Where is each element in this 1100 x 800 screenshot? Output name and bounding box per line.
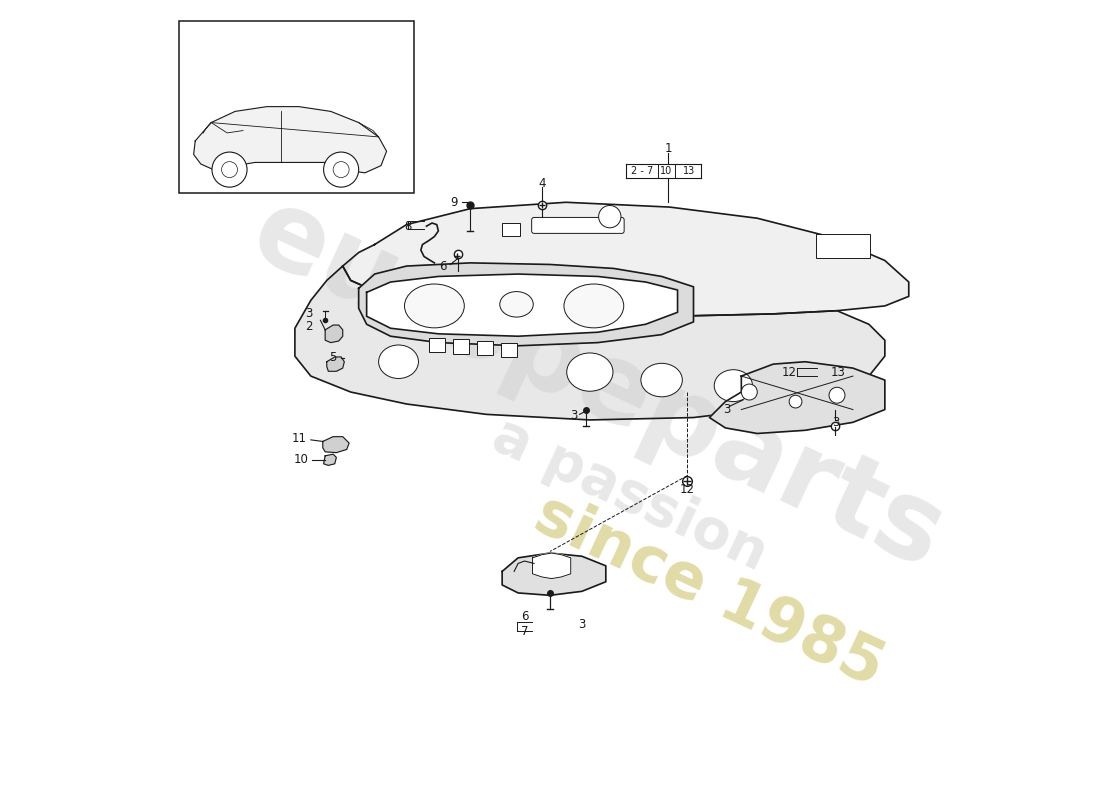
Circle shape: [741, 384, 757, 400]
Ellipse shape: [378, 345, 418, 378]
Text: a passion: a passion: [484, 409, 776, 583]
Text: since 1985: since 1985: [526, 484, 893, 698]
Text: 5: 5: [330, 351, 337, 364]
Polygon shape: [295, 266, 884, 420]
Polygon shape: [194, 106, 386, 173]
Text: 4: 4: [538, 177, 546, 190]
Text: 2: 2: [306, 320, 313, 333]
Ellipse shape: [641, 363, 682, 397]
Bar: [816, 234, 870, 258]
Text: 3: 3: [306, 307, 312, 321]
Circle shape: [221, 162, 238, 178]
Bar: [503, 223, 519, 236]
Circle shape: [333, 162, 349, 178]
Polygon shape: [532, 553, 571, 578]
Text: 9: 9: [451, 196, 458, 209]
Text: 1: 1: [664, 142, 672, 155]
Bar: [453, 339, 469, 354]
Text: 10: 10: [660, 166, 672, 176]
Bar: [500, 342, 517, 357]
Text: 13: 13: [832, 366, 846, 378]
Ellipse shape: [405, 284, 464, 328]
Circle shape: [212, 152, 248, 187]
Circle shape: [598, 206, 622, 228]
Bar: [476, 341, 493, 355]
Circle shape: [829, 387, 845, 403]
Ellipse shape: [714, 370, 752, 402]
Circle shape: [323, 152, 359, 187]
Text: europeparts: europeparts: [235, 178, 960, 590]
Text: 8: 8: [405, 220, 411, 233]
Polygon shape: [322, 437, 349, 453]
Text: 3: 3: [724, 403, 730, 416]
Polygon shape: [503, 553, 606, 595]
Polygon shape: [326, 325, 343, 342]
Text: 10: 10: [294, 454, 309, 466]
Text: 6: 6: [439, 259, 447, 273]
Circle shape: [789, 395, 802, 408]
FancyBboxPatch shape: [179, 22, 415, 193]
Ellipse shape: [566, 353, 613, 391]
Polygon shape: [327, 357, 344, 371]
Ellipse shape: [564, 284, 624, 328]
Text: 11: 11: [292, 432, 307, 445]
Text: 3: 3: [832, 416, 839, 429]
Text: 12: 12: [680, 482, 694, 496]
Text: 12: 12: [782, 366, 796, 378]
Polygon shape: [710, 362, 884, 434]
Polygon shape: [366, 274, 678, 336]
Text: 3: 3: [579, 618, 585, 631]
Polygon shape: [323, 454, 337, 466]
Text: 13: 13: [683, 166, 695, 176]
Polygon shape: [359, 263, 693, 346]
FancyBboxPatch shape: [531, 218, 624, 234]
Text: 2 - 7: 2 - 7: [630, 166, 652, 176]
Text: 6: 6: [520, 610, 528, 623]
Polygon shape: [343, 202, 909, 316]
Bar: [429, 338, 444, 352]
Text: 7: 7: [520, 625, 528, 638]
Text: 3: 3: [570, 410, 578, 422]
Ellipse shape: [499, 291, 534, 317]
